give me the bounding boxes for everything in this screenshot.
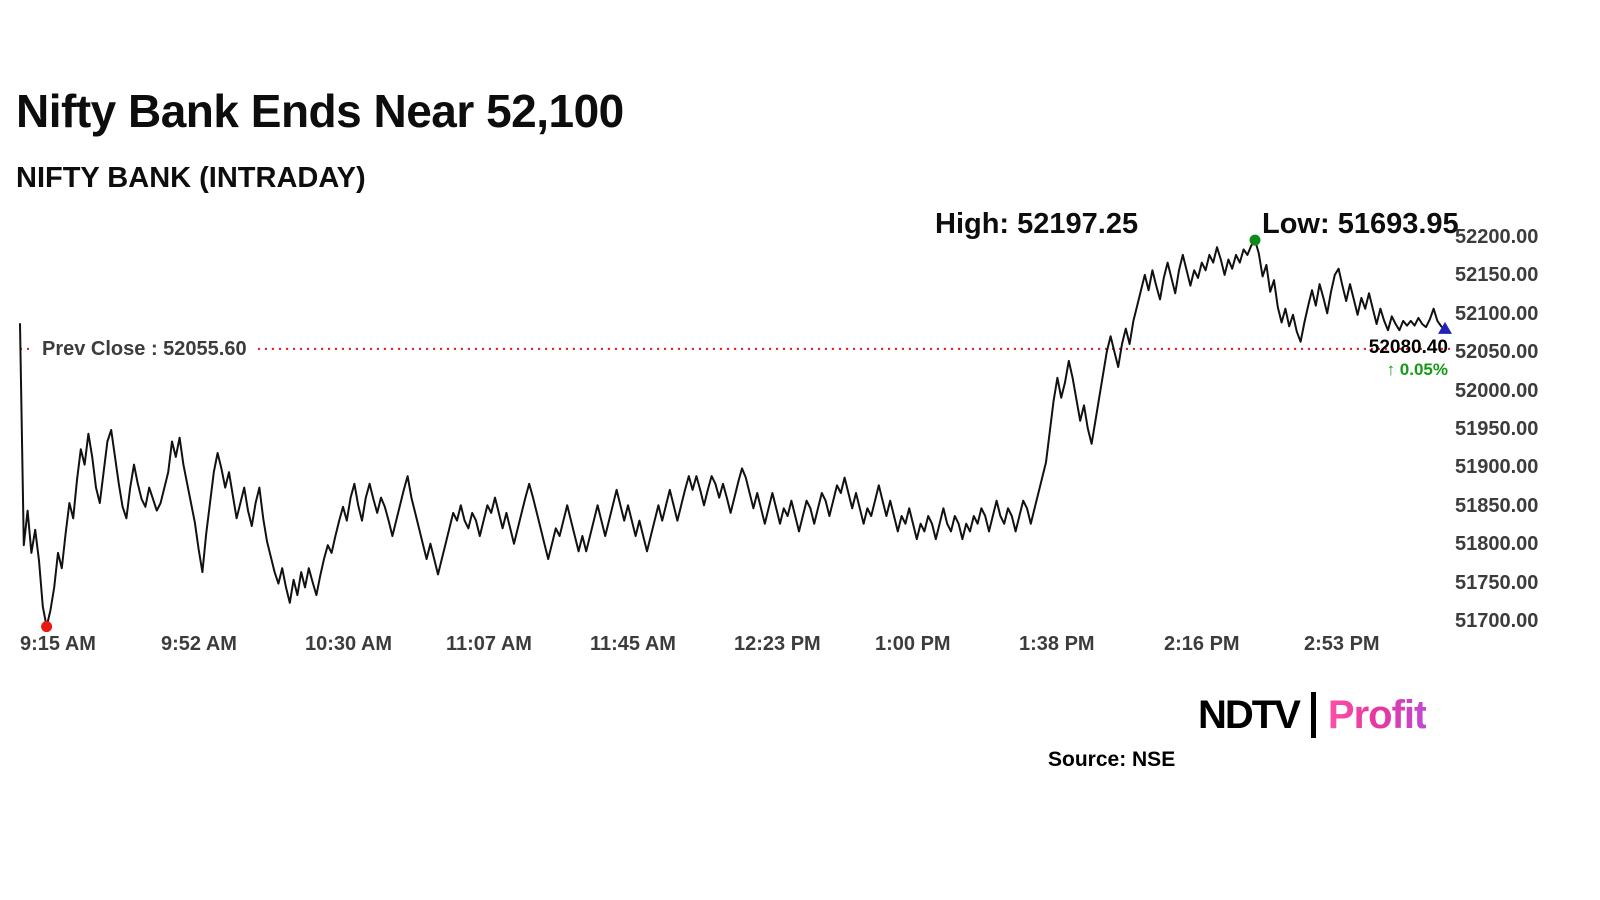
- y-axis-label: 51950.00: [1455, 418, 1539, 440]
- x-axis-label: 12:23 PM: [734, 633, 821, 655]
- source-attribution: Source: NSE: [1048, 748, 1176, 771]
- y-axis-label: 52000.00: [1455, 380, 1539, 402]
- ndtv-profit-logo: NDTV Profit: [1198, 692, 1427, 738]
- page-title: Nifty Bank Ends Near 52,100: [16, 85, 624, 137]
- x-axis-label: 1:00 PM: [875, 633, 951, 655]
- low-value-label: Low: 51693.95: [1262, 208, 1459, 240]
- y-axis-label: 52150.00: [1455, 264, 1539, 286]
- y-axis-label: 52200.00: [1455, 226, 1539, 248]
- price-change-label: ↑ 0.05%: [1386, 360, 1448, 379]
- ndtv-logo-text: NDTV: [1198, 692, 1301, 737]
- high-marker-dot: [1249, 234, 1261, 246]
- x-axis-label: 11:45 AM: [590, 633, 676, 655]
- logo-divider: [1310, 692, 1316, 738]
- x-axis-label: 9:15 AM: [20, 633, 96, 655]
- prev-close-label: Prev Close : 52055.60: [34, 336, 255, 362]
- x-axis-label: 1:38 PM: [1019, 633, 1095, 655]
- last-price-triangle-icon: [1438, 321, 1452, 334]
- x-axis-label: 10:30 AM: [305, 633, 393, 655]
- low-marker-dot: [41, 621, 53, 633]
- y-axis-label: 51800.00: [1455, 533, 1539, 555]
- x-axis-label: 11:07 AM: [446, 633, 532, 655]
- y-axis-label: 51750.00: [1455, 572, 1539, 594]
- high-value-label: High: 52197.25: [935, 208, 1139, 240]
- x-axis-label: 2:16 PM: [1164, 633, 1240, 655]
- y-axis-label: 51900.00: [1455, 456, 1539, 478]
- x-axis-label: 9:52 AM: [161, 633, 237, 655]
- y-axis-label: 52100.00: [1455, 303, 1539, 325]
- price-line: [19, 239, 1446, 628]
- last-price-label: 52080.40: [1368, 337, 1448, 358]
- profit-logo-text: Profit: [1327, 692, 1427, 737]
- y-axis-label: 52050.00: [1455, 341, 1539, 363]
- y-axis-label: 51850.00: [1455, 495, 1539, 517]
- y-axis-label: 51700.00: [1455, 610, 1539, 632]
- chart-subtitle: NIFTY BANK (INTRADAY): [16, 162, 366, 194]
- x-axis-label: 2:53 PM: [1304, 633, 1380, 655]
